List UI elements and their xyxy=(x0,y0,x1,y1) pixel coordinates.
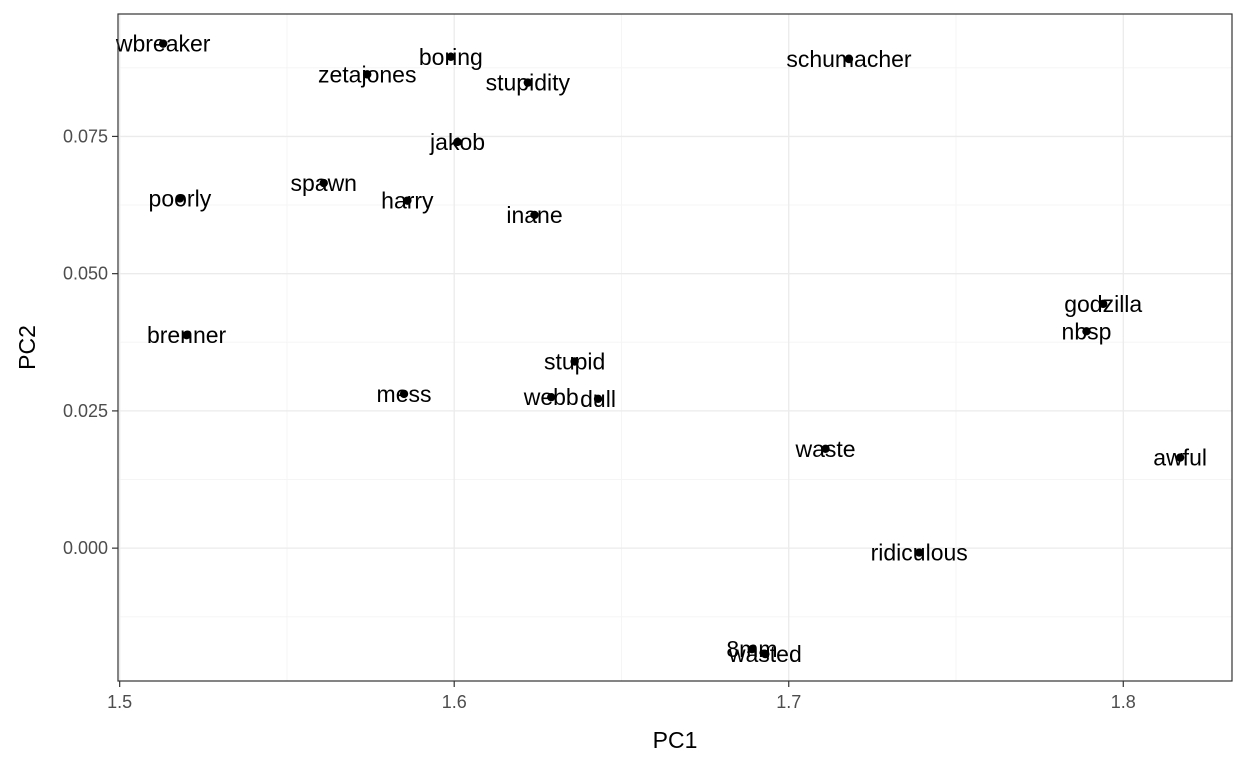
point-label: wasted xyxy=(728,641,802,667)
point-label: harry xyxy=(381,188,434,214)
point-label: wbreaker xyxy=(115,31,211,57)
y-tick-label: 0.075 xyxy=(63,126,108,146)
point-label: inane xyxy=(506,202,562,228)
data-point xyxy=(547,392,556,402)
point-label: zetajones xyxy=(318,61,416,87)
data-point xyxy=(1175,453,1185,462)
x-tick-label: 1.5 xyxy=(107,692,132,712)
y-axis: 0.000 0.025 0.050 0.075 xyxy=(63,126,118,558)
data-point xyxy=(844,54,854,64)
point-label: brenner xyxy=(147,322,227,348)
panel-border xyxy=(117,13,1233,682)
data-point xyxy=(1099,299,1108,309)
point-label: boring xyxy=(419,44,483,70)
x-axis: 1.5 1.6 1.7 1.8 xyxy=(107,681,1136,712)
point-label: mess xyxy=(377,381,432,407)
data-point xyxy=(747,644,757,654)
point-label: stupid xyxy=(544,348,605,374)
data-point xyxy=(523,78,533,87)
data-point xyxy=(530,210,539,220)
point-label: stupidity xyxy=(486,70,571,96)
y-tick-label: 0.000 xyxy=(63,538,108,558)
point-label: 8mm xyxy=(726,636,777,662)
y-tick-label: 0.025 xyxy=(63,401,108,421)
data-point xyxy=(915,548,924,557)
data-point xyxy=(761,649,770,659)
point-label: schumacher xyxy=(786,46,912,72)
point-label: poorly xyxy=(149,185,212,211)
point-label: spawn xyxy=(290,170,356,196)
data-point xyxy=(446,52,456,62)
point-label: ridiculous xyxy=(871,540,968,566)
grid-lines xyxy=(118,14,1232,681)
point-label: waste xyxy=(794,436,855,462)
data-point xyxy=(821,444,830,453)
x-axis-title: PC1 xyxy=(653,727,698,753)
point-label: webb xyxy=(523,384,579,410)
data-point xyxy=(158,39,168,48)
data-point xyxy=(319,178,328,188)
x-tick-label: 1.6 xyxy=(442,692,467,712)
data-point xyxy=(403,196,412,205)
data-point xyxy=(399,389,409,399)
x-tick-label: 1.8 xyxy=(1111,692,1136,712)
data-point xyxy=(453,137,462,147)
data-point xyxy=(570,357,579,366)
data-points xyxy=(158,39,1185,659)
y-tick-label: 0.050 xyxy=(63,264,108,284)
data-point xyxy=(175,194,185,203)
x-tick-label: 1.7 xyxy=(776,692,801,712)
data-point xyxy=(363,70,372,79)
point-label: nbsp xyxy=(1062,318,1112,344)
data-point xyxy=(182,330,191,340)
point-label: jakob xyxy=(429,129,485,155)
data-point xyxy=(593,394,603,404)
y-axis-title: PC2 xyxy=(14,325,40,370)
point-label: awful xyxy=(1153,445,1207,471)
data-point xyxy=(1082,327,1091,336)
point-label: godzilla xyxy=(1064,291,1142,317)
point-label: dull xyxy=(580,386,616,412)
